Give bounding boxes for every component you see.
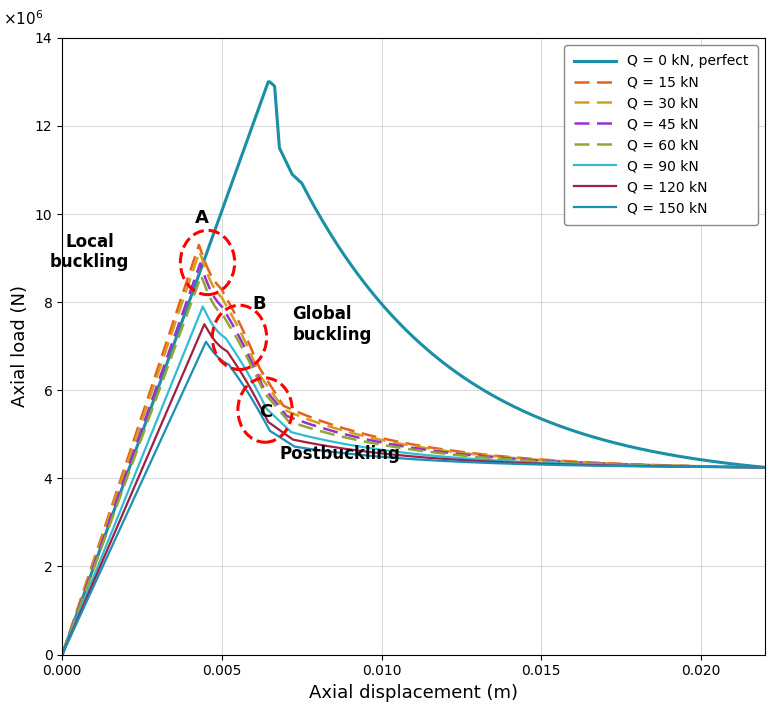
Q = 150 kN [267,428,276,436]
Q = 60 kN [158,375,168,384]
Q = 150 kN [334,448,343,457]
Q = 0 kN, perfect [57,650,67,659]
Q = 120 kN [95,562,105,570]
Q = 0 kN, perfect [598,435,607,443]
Q = 15 kN [94,540,103,549]
Q = 60 kN [95,549,104,558]
Q = 150 kN [185,374,194,383]
Q = 120 kN [57,650,67,659]
Q = 30 kN [178,294,188,303]
Q = 30 kN [317,419,326,428]
Line: Q = 120 kN: Q = 120 kN [62,324,765,655]
Q = 60 kN [760,463,770,471]
Q = 60 kN [261,390,270,399]
Q = 15 kN [157,353,166,361]
Q = 90 kN [198,302,207,311]
Q = 150 kN [760,463,770,471]
Q = 90 kN [322,436,331,445]
Q = 15 kN [323,419,332,428]
Q = 15 kN [194,240,203,249]
Q = 150 kN [96,566,106,575]
Q = 15 kN [315,416,324,425]
Q = 150 kN [162,423,171,431]
Q = 120 kN [183,359,192,367]
Q = 0 kN, perfect [178,317,187,326]
Q = 60 kN [320,428,329,436]
Q = 0 kN, perfect [264,78,273,86]
Text: Postbuckling: Postbuckling [279,445,400,463]
Line: Q = 30 kN: Q = 30 kN [62,252,765,655]
Q = 120 kN [332,443,341,452]
Text: B: B [252,295,266,313]
Q = 45 kN [196,259,205,267]
Q = 15 kN [178,289,188,297]
Q = 30 kN [158,357,167,366]
Text: $\times10^6$: $\times10^6$ [2,10,43,29]
Text: Global
buckling: Global buckling [293,305,372,344]
Q = 90 kN [264,406,273,415]
Q = 15 kN [257,366,266,375]
Q = 45 kN [259,384,268,392]
Q = 60 kN [57,650,67,659]
Q = 60 kN [196,272,206,280]
Line: Q = 90 kN: Q = 90 kN [62,307,765,655]
Line: Q = 150 kN: Q = 150 kN [62,342,765,655]
Q = 45 kN [760,463,770,471]
Line: Q = 15 kN: Q = 15 kN [62,245,765,655]
Q = 120 kN [760,463,770,471]
Text: C: C [258,403,272,421]
Text: A: A [195,209,209,227]
Line: Q = 60 kN: Q = 60 kN [62,276,765,655]
Legend: Q = 0 kN, perfect, Q = 15 kN, Q = 30 kN, Q = 45 kN, Q = 60 kN, Q = 90 kN, Q = 12: Q = 0 kN, perfect, Q = 15 kN, Q = 30 kN,… [564,45,758,225]
Q = 45 kN [326,426,335,435]
Q = 60 kN [180,316,189,324]
Q = 30 kN [324,422,334,431]
Q = 45 kN [179,305,189,314]
Q = 15 kN [760,463,770,471]
Line: Q = 45 kN: Q = 45 kN [62,263,765,655]
Q = 45 kN [158,366,167,375]
Q = 30 kN [95,542,104,550]
Text: Local
buckling: Local buckling [50,232,129,272]
Q = 150 kN [57,650,67,659]
Line: Q = 0 kN, perfect: Q = 0 kN, perfect [62,82,765,655]
Q = 45 kN [57,650,67,659]
Y-axis label: Axial load (N): Axial load (N) [12,285,29,407]
Q = 0 kN, perfect [760,463,770,471]
Q = 120 kN [265,419,275,428]
Q = 120 kN [161,411,170,419]
Q = 90 kN [95,557,105,565]
Q = 0 kN, perfect [111,503,120,511]
Q = 90 kN [760,463,770,471]
Q = 30 kN [760,463,770,471]
Q = 90 kN [160,398,169,406]
Q = 30 kN [195,247,204,256]
Q = 30 kN [57,650,67,659]
Q = 0 kN, perfect [148,397,158,406]
Q = 15 kN [57,650,67,659]
Q = 45 kN [95,545,104,554]
Q = 120 kN [199,320,209,329]
Q = 150 kN [326,447,335,456]
Q = 90 kN [182,343,191,352]
Q = 30 kN [258,375,267,384]
Q = 0 kN, perfect [157,374,166,383]
Q = 45 kN [318,424,327,433]
Q = 0 kN, perfect [164,355,173,364]
Q = 90 kN [331,438,340,446]
Q = 120 kN [324,442,334,451]
X-axis label: Axial displacement (m): Axial displacement (m) [309,684,518,702]
Q = 150 kN [201,337,210,346]
Q = 60 kN [327,430,337,438]
Q = 90 kN [57,650,67,659]
